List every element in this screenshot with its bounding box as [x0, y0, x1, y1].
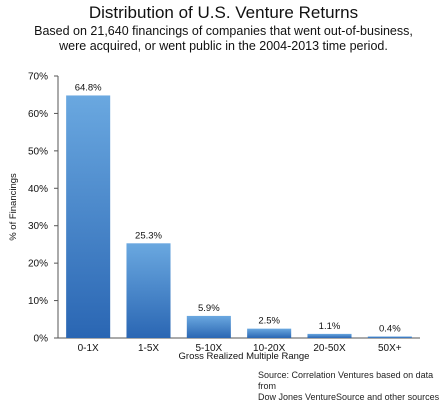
bar-50X+: [367, 336, 412, 338]
y-tick-label: 10%: [28, 296, 48, 307]
y-tick-label: 30%: [28, 221, 48, 232]
y-tick-label: 70%: [28, 72, 48, 83]
source-line-2: Dow Jones VentureSource and other source…: [258, 392, 440, 402]
source-note: Source: Correlation Ventures based on da…: [258, 370, 443, 403]
x-tick-label: 0-1X: [78, 343, 99, 354]
data-label: 64.8%: [75, 82, 102, 93]
bar-20-50X: [307, 333, 352, 338]
bar-1-5X: [126, 243, 171, 338]
subtitle-line-2: were acquired, or went public in the 200…: [59, 39, 388, 53]
source-line-1: Source: Correlation Ventures based on da…: [258, 370, 434, 391]
y-tick-label: 0%: [34, 334, 49, 345]
chart-subtitle: Based on 21,640 financings of companies …: [10, 24, 437, 54]
data-label: 5.9%: [198, 303, 220, 314]
data-label: 25.3%: [135, 230, 162, 241]
subtitle-line-1: Based on 21,640 financings of companies …: [34, 24, 413, 38]
x-tick-label: 10-20X: [253, 343, 286, 354]
chart-title: Distribution of U.S. Venture Returns: [88, 3, 359, 22]
bar-5-10X: [186, 315, 231, 338]
y-tick-label: 50%: [28, 146, 48, 157]
bar-10-20X: [247, 328, 292, 338]
data-label: 2.5%: [258, 316, 280, 327]
y-tick-label: 20%: [28, 259, 48, 270]
data-label: 0.4%: [379, 324, 401, 335]
x-tick-label: 5-10X: [195, 343, 222, 354]
data-label: 1.1%: [319, 321, 341, 332]
y-axis-title: % of Financings: [8, 173, 19, 241]
x-axis-title: Gross Realized Multiple Range: [179, 351, 310, 362]
x-tick-label: 1-5X: [138, 343, 159, 354]
x-tick-label: 20-50X: [313, 343, 346, 354]
x-tick-label: 50X+: [378, 343, 402, 354]
y-tick-label: 40%: [28, 184, 48, 195]
bar-0-1X: [66, 95, 111, 338]
y-tick-label: 60%: [28, 109, 48, 120]
